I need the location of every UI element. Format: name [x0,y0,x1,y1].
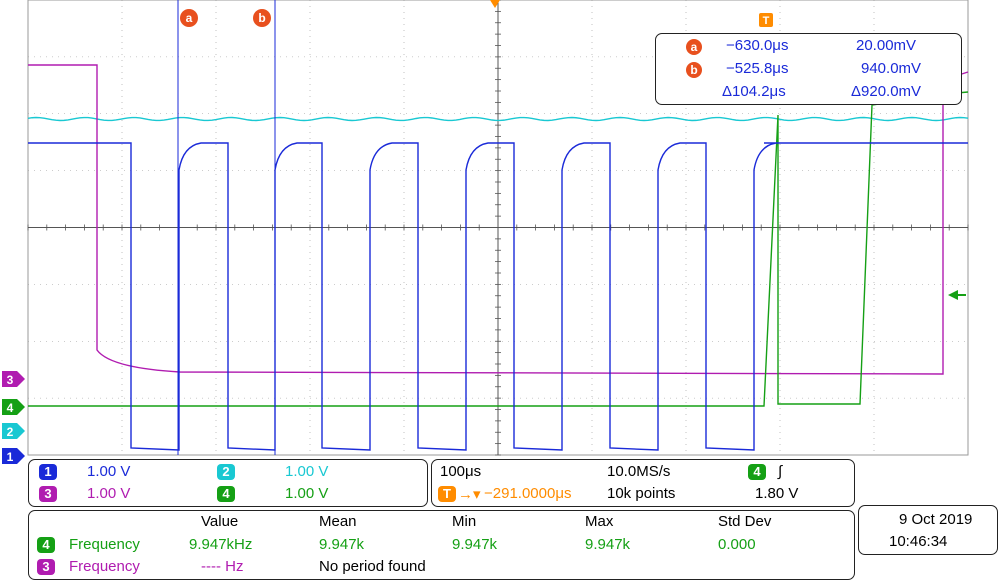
ch2-ground-marker [2,423,25,439]
cursor-delta-volt: Δ920.0mV [851,83,922,100]
header-max: Max [585,513,614,530]
cursor-b-tag-label: b [258,11,265,25]
sample-rate: 10.0MS/s [607,463,671,480]
cursor-delta-time: Δ104.2μs [722,83,786,100]
ch4-scale: 1.00 V [285,485,329,502]
cursor-b-time: −525.8μs [726,60,789,77]
meas1-min: 9.947k [452,536,498,553]
date-label: 9 Oct 2019 [899,511,973,528]
ch3-ground-marker-label: 3 [7,373,14,387]
ch2-badge[interactable]: 2 [217,464,235,480]
measurement-table[interactable]: Value Mean Min Max Std Dev 4 Frequency 9… [28,510,855,580]
meas1-value: 9.947kHz [189,536,253,553]
cursor-a-volt: 20.00mV [856,37,917,54]
cursor-b-volt: 940.0mV [861,60,922,77]
ch2-trace [27,116,969,122]
ch3-scale: 1.00 V [87,485,131,502]
ch3-badge[interactable]: 3 [39,486,57,502]
trigger-position-marker [490,0,500,8]
meas1-std: 0.000 [718,536,756,553]
header-std-dev: Std Dev [718,513,772,530]
ch2-scale: 1.00 V [285,463,329,480]
graticule [27,0,969,456]
meas1-name: Frequency [69,536,140,553]
ch3-trace [28,64,969,375]
meas1-channel-badge[interactable]: 4 [37,537,55,553]
meas2-channel-badge[interactable]: 3 [37,559,55,575]
trigger-arrow-icon: →▾ [458,486,481,503]
ch4-ground-marker [2,399,25,415]
trigger-t-icon [759,13,773,27]
meas1-max: 9.947k [585,536,631,553]
channel-scale-box[interactable]: 1 1.00 V 2 1.00 V 3 1.00 V 4 1.00 V [28,459,428,507]
meas2-name: Frequency [69,558,140,575]
ch1-ground-marker [2,448,25,464]
ch1-scale: 1.00 V [87,463,131,480]
header-mean: Mean [319,513,357,530]
ch3-ground-marker [2,371,25,387]
meas1-mean: 9.947k [319,536,365,553]
timebase-box[interactable]: 100μs 10.0MS/s 4 ∫ T →▾ −291.0000μs 10k … [431,459,855,507]
ch1-ground-marker-label: 1 [7,450,14,464]
ch4-badge[interactable]: 4 [217,486,235,502]
trigger-position: −291.0000μs [484,485,572,502]
trigger-t-label: T [763,15,770,27]
trigger-slope-icon: ∫ [778,463,783,480]
record-length: 10k points [607,485,676,502]
meas2-note: No period found [319,558,426,575]
cursor-b-icon: b [686,62,702,78]
ch1-trace [28,142,968,451]
time-label: 10:46:34 [889,533,948,550]
trigger-level: 1.80 V [755,485,799,502]
ch2-ground-marker-label: 2 [7,425,14,439]
header-min: Min [452,513,477,530]
cursor-readout-box: a −630.0μs 20.00mV b −525.8μs 940.0mV Δ1… [655,33,962,105]
timebase-per-div: 100μs [440,463,482,480]
cursor-a-tag-label: a [186,11,193,25]
header-value: Value [201,513,239,530]
cursor-a-icon: a [686,39,702,55]
cursor-b-tag [253,9,271,27]
meas2-value: ---- Hz [201,558,244,575]
ch1-badge[interactable]: 1 [39,464,57,480]
cursor-a-time: −630.0μs [726,37,789,54]
trigger-level-arrow [948,290,958,300]
cursor-a-tag [180,9,198,27]
trigger-source-badge[interactable]: 4 [748,464,766,480]
trigger-position-icon: T [438,486,456,502]
datetime-box: 9 Oct 2019 10:46:34 [858,505,998,555]
ch4-ground-marker-label: 4 [7,401,14,415]
